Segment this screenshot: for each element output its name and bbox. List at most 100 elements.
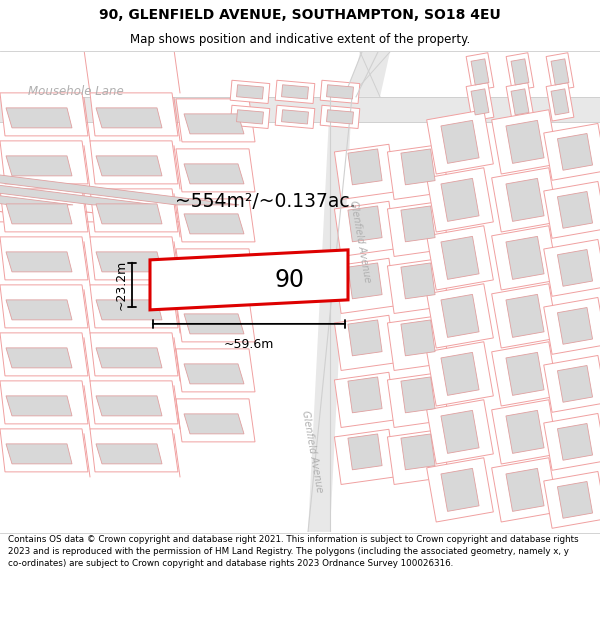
Polygon shape [551, 89, 569, 115]
Polygon shape [546, 82, 574, 121]
Polygon shape [544, 356, 600, 412]
Polygon shape [544, 239, 600, 296]
Polygon shape [388, 201, 449, 256]
Polygon shape [506, 411, 544, 453]
Polygon shape [230, 80, 270, 104]
Polygon shape [401, 263, 435, 299]
Polygon shape [334, 201, 395, 256]
Polygon shape [96, 252, 162, 272]
Polygon shape [90, 381, 178, 424]
Polygon shape [96, 108, 162, 128]
Polygon shape [441, 411, 479, 453]
Text: 90, GLENFIELD AVENUE, SOUTHAMPTON, SO18 4EU: 90, GLENFIELD AVENUE, SOUTHAMPTON, SO18 … [99, 8, 501, 22]
Text: Contains OS data © Crown copyright and database right 2021. This information is : Contains OS data © Crown copyright and d… [8, 535, 578, 568]
Polygon shape [176, 99, 255, 142]
Polygon shape [90, 333, 178, 376]
Polygon shape [90, 141, 178, 184]
Text: 90: 90 [275, 268, 305, 292]
Polygon shape [506, 52, 534, 91]
Polygon shape [491, 284, 559, 348]
Polygon shape [96, 204, 162, 224]
Polygon shape [348, 149, 382, 185]
Polygon shape [544, 471, 600, 528]
Polygon shape [0, 429, 88, 472]
Polygon shape [90, 429, 178, 472]
Polygon shape [6, 348, 72, 368]
Polygon shape [511, 89, 529, 115]
Polygon shape [348, 320, 382, 356]
Polygon shape [96, 396, 162, 416]
Polygon shape [0, 167, 73, 205]
Polygon shape [401, 320, 435, 356]
Polygon shape [281, 85, 308, 99]
Polygon shape [90, 93, 178, 136]
Text: Mousehole Lane: Mousehole Lane [28, 86, 124, 98]
Polygon shape [506, 294, 544, 338]
Polygon shape [511, 59, 529, 85]
Polygon shape [388, 315, 449, 371]
Polygon shape [0, 93, 88, 136]
Polygon shape [90, 237, 178, 280]
Polygon shape [466, 52, 494, 91]
Polygon shape [491, 110, 559, 174]
Polygon shape [0, 141, 88, 184]
Polygon shape [176, 199, 255, 242]
Polygon shape [506, 468, 544, 511]
Polygon shape [0, 167, 239, 205]
Polygon shape [184, 164, 244, 184]
Polygon shape [506, 121, 544, 163]
Polygon shape [557, 481, 593, 518]
Polygon shape [90, 189, 178, 232]
Polygon shape [275, 80, 315, 104]
Polygon shape [326, 110, 353, 124]
Polygon shape [96, 156, 162, 176]
Polygon shape [184, 264, 244, 284]
Polygon shape [427, 400, 493, 464]
Polygon shape [544, 124, 600, 180]
Polygon shape [557, 249, 593, 286]
Polygon shape [557, 191, 593, 228]
Polygon shape [184, 314, 244, 334]
Polygon shape [344, 52, 378, 97]
Polygon shape [427, 458, 493, 522]
Polygon shape [6, 204, 72, 224]
Polygon shape [6, 252, 72, 272]
Polygon shape [441, 352, 479, 396]
Text: ~23.2m: ~23.2m [115, 260, 128, 310]
Polygon shape [176, 299, 255, 342]
Polygon shape [427, 284, 493, 348]
Polygon shape [0, 167, 156, 205]
Polygon shape [6, 444, 72, 464]
Polygon shape [491, 226, 559, 290]
Polygon shape [6, 300, 72, 320]
Polygon shape [471, 59, 489, 85]
Polygon shape [0, 237, 88, 280]
Polygon shape [388, 144, 449, 199]
Polygon shape [491, 168, 559, 232]
Polygon shape [348, 206, 382, 242]
Polygon shape [0, 137, 83, 222]
Polygon shape [466, 82, 494, 121]
Polygon shape [0, 333, 88, 376]
Polygon shape [348, 377, 382, 412]
Polygon shape [551, 59, 569, 85]
Polygon shape [441, 236, 479, 279]
Polygon shape [230, 105, 270, 129]
Text: Glenfield Avenue: Glenfield Avenue [348, 200, 372, 284]
Polygon shape [427, 342, 493, 406]
Polygon shape [0, 97, 600, 122]
Polygon shape [0, 137, 249, 222]
Polygon shape [0, 137, 166, 222]
Polygon shape [275, 105, 315, 129]
Polygon shape [401, 206, 435, 242]
Text: Map shows position and indicative extent of the property.: Map shows position and indicative extent… [130, 34, 470, 46]
Polygon shape [0, 381, 88, 424]
Polygon shape [281, 110, 308, 124]
Polygon shape [334, 258, 395, 314]
Polygon shape [96, 300, 162, 320]
Polygon shape [388, 372, 449, 428]
Polygon shape [544, 298, 600, 354]
Polygon shape [176, 249, 255, 292]
Polygon shape [0, 285, 88, 328]
Polygon shape [176, 349, 255, 392]
